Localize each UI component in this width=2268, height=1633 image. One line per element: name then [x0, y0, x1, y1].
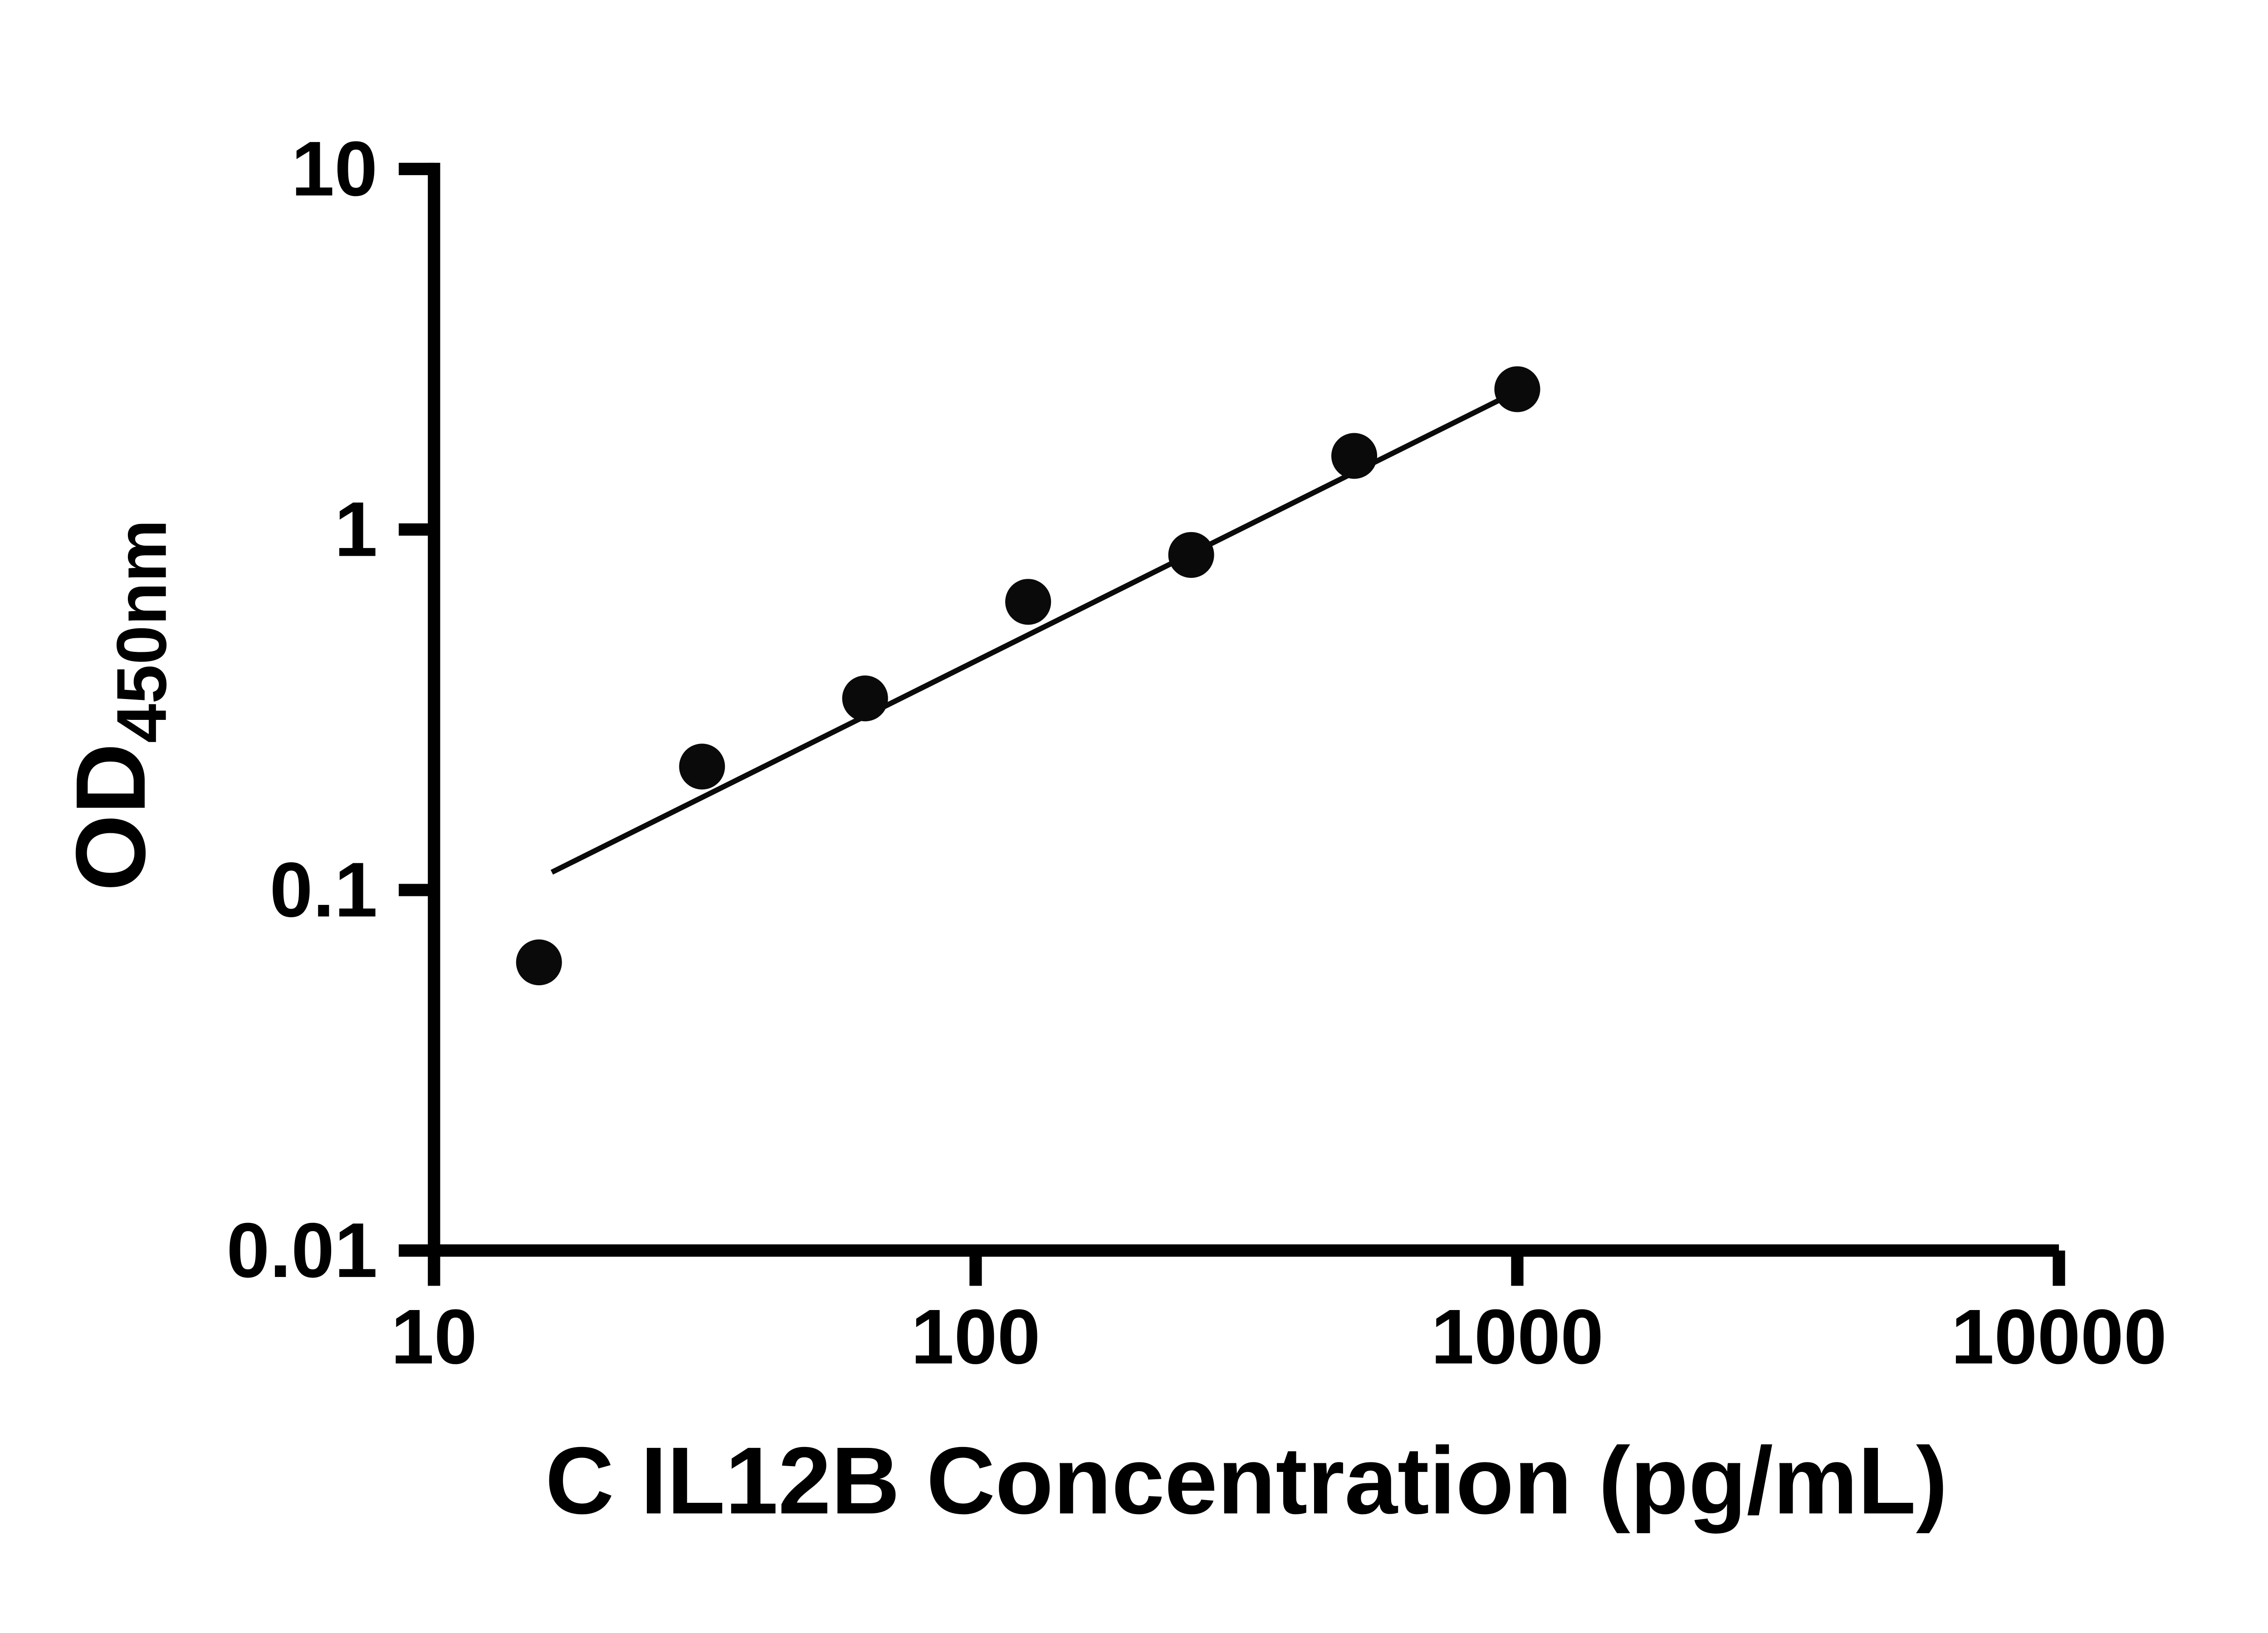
axes	[428, 162, 2059, 1257]
x-axis-title: C IL12B Concentration (pg/mL)	[545, 1427, 1948, 1534]
x-axis-tick-label: 10	[391, 1294, 477, 1380]
y-axis-tick-label: 0.1	[269, 846, 377, 933]
x-axis-tick-label: 100	[911, 1294, 1041, 1380]
data-point	[679, 743, 725, 790]
y-axis-title-main: OD	[56, 743, 166, 891]
data-point	[842, 675, 888, 722]
y-axis-title: OD450nm	[56, 519, 181, 891]
data-point	[1494, 366, 1540, 412]
data-point	[1005, 579, 1051, 625]
data-point	[516, 939, 562, 986]
y-axis-tick-label: 1	[334, 486, 377, 573]
data-point	[1168, 532, 1214, 578]
y-axis-tick-label: 10	[291, 126, 377, 212]
y-axis-title-subscript: 450nm	[102, 519, 181, 743]
x-axis-tick-label: 1000	[1431, 1294, 1604, 1380]
data-point	[1331, 433, 1378, 479]
plot-area: 10 100 1000 10000 0.01 0.1 1 10	[226, 126, 2167, 1380]
x-axis-tick-label: 10000	[1951, 1294, 2167, 1380]
y-axis-tick-label: 0.01	[226, 1207, 377, 1294]
